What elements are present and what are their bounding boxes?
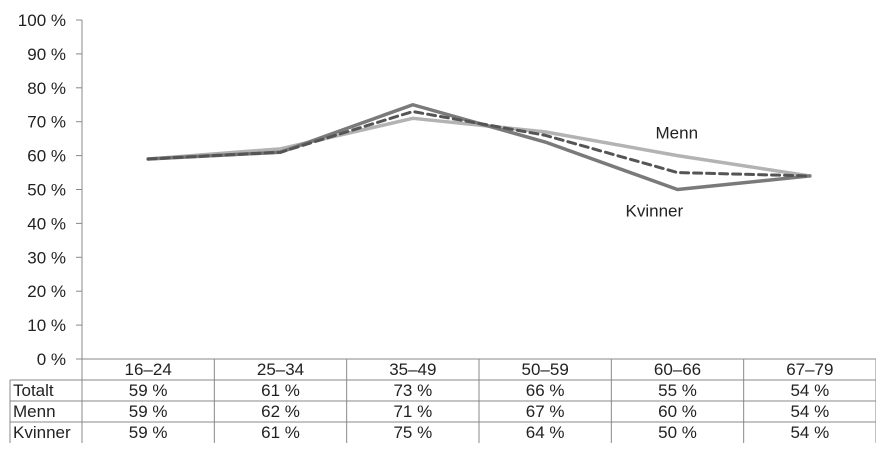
y-tick-label: 10 % — [27, 316, 66, 335]
table-cell: 59 % — [129, 402, 168, 421]
table-cell: 60 % — [658, 402, 697, 421]
table-cell: 67 % — [526, 402, 565, 421]
table-cell: 66 % — [526, 381, 565, 400]
table-cell: 61 % — [261, 423, 300, 442]
table-cell: 50 % — [658, 423, 697, 442]
axes: 0 % 10 % 20 % 30 % 40 % 50 % 60 % 70 % 80 % 90 % 1… — [18, 11, 83, 369]
y-tick-label: 50 % — [27, 181, 66, 200]
series-line-totalt — [146, 110, 812, 178]
y-tick-label: 30 % — [27, 248, 66, 267]
table-cell: 54 % — [790, 381, 829, 400]
annotation-menn: Menn — [656, 124, 699, 143]
table-row-label: Kvinner — [13, 423, 71, 442]
table-cell: 55 % — [658, 381, 697, 400]
y-tick-label: 40 % — [27, 214, 66, 233]
category-label: 60–66 — [654, 360, 701, 379]
y-tick-label: 70 % — [27, 113, 66, 132]
series-line-kvinner — [146, 103, 812, 192]
series-line-menn — [146, 116, 812, 178]
table-cell: 64 % — [526, 423, 565, 442]
y-tick-label: 60 % — [27, 147, 66, 166]
table-cell: 75 % — [393, 423, 432, 442]
annotation-kvinner: Kvinner — [626, 202, 684, 221]
y-tick-label: 0 % — [37, 350, 66, 369]
category-label: 50–59 — [522, 360, 569, 379]
y-tick-label: 20 % — [27, 282, 66, 301]
table-cell: 59 % — [129, 423, 168, 442]
y-tick-label: 100 % — [18, 11, 66, 30]
category-label: 16–24 — [125, 360, 172, 379]
table-cell: 73 % — [393, 381, 432, 400]
series-lines — [146, 103, 812, 192]
table-cell: 62 % — [261, 402, 300, 421]
table-cell: 61 % — [261, 381, 300, 400]
category-label: 67–79 — [786, 360, 833, 379]
table-cell: 59 % — [129, 381, 168, 400]
table-cell: 54 % — [790, 423, 829, 442]
y-tick-label: 80 % — [27, 79, 66, 98]
table-cell: 54 % — [790, 402, 829, 421]
data-table: 16–24 25–34 35–49 50–59 60–66 67–79 Totalt 59 %… — [9, 358, 876, 443]
table-cell: 71 % — [393, 402, 432, 421]
table-row-label: Menn — [13, 402, 56, 421]
y-tick-label: 90 % — [27, 45, 66, 64]
table-row-label: Totalt — [13, 381, 54, 400]
category-label: 35–49 — [389, 360, 436, 379]
category-label: 25–34 — [257, 360, 304, 379]
